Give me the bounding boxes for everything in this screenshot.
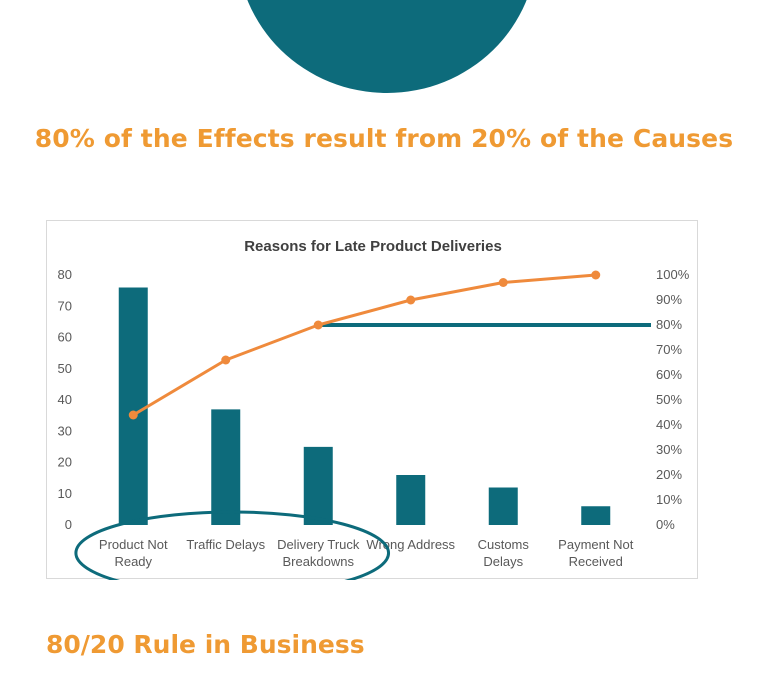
cumulative-line-group <box>128 270 601 420</box>
y-tick-label: 60 <box>58 330 72 345</box>
bar <box>396 475 426 525</box>
y2-tick-label: 50% <box>656 392 682 407</box>
headline: 80% of the Effects result from 20% of th… <box>34 124 734 153</box>
cumulative-point <box>128 410 138 420</box>
y2-tick-label: 100% <box>656 267 690 282</box>
x-tick-label: Payment Not Received <box>558 537 634 569</box>
y-tick-label: 40 <box>58 392 72 407</box>
cumulative-line <box>132 273 596 417</box>
y2-tick-label: 30% <box>656 442 682 457</box>
y-tick-label: 10 <box>58 486 72 501</box>
y2-tick-label: 20% <box>656 467 682 482</box>
section-title: 80/20 Rule in Business <box>46 630 365 659</box>
y-tick-label: 50 <box>58 361 72 376</box>
y2-tick-label: 90% <box>656 292 682 307</box>
y2-tick-label: 70% <box>656 342 682 357</box>
y2-tick-label: 40% <box>656 417 682 432</box>
y-tick-label: 80 <box>58 267 72 282</box>
y2-tick-label: 60% <box>656 367 682 382</box>
x-tick-label: Delivery Truck Breakdowns <box>277 537 360 569</box>
x-axis-labels: Product Not Ready Traffic Delays Delivery T… <box>99 537 634 569</box>
y-tick-label: 20 <box>58 455 72 470</box>
x-tick-label: Customs Delays <box>478 537 530 569</box>
bar <box>118 287 148 525</box>
y-tick-label: 30 <box>58 423 72 438</box>
chart-svg: Reasons for Late Product Deliveries 0 10 2… <box>58 238 690 580</box>
y2-tick-label: 10% <box>656 492 682 507</box>
cumulative-point <box>406 295 416 305</box>
bar <box>211 409 241 525</box>
pareto-chart: Reasons for Late Product Deliveries 0 10 2… <box>46 220 698 580</box>
bar <box>488 487 518 525</box>
cumulative-point <box>591 270 601 280</box>
y2-tick-label: 80% <box>656 317 682 332</box>
bar <box>303 446 333 525</box>
highlight-group <box>74 510 391 580</box>
highlight-ellipse <box>74 510 391 580</box>
cumulative-point <box>313 320 323 330</box>
y-tick-label: 70 <box>58 298 72 313</box>
chart-title: Reasons for Late Product Deliveries <box>244 238 502 255</box>
y2-tick-label: 0% <box>656 517 675 532</box>
x-tick-label: Product Not Ready <box>99 537 168 569</box>
y-axis-ticks: 0 10 20 30 40 50 60 70 80 <box>58 267 72 532</box>
bars <box>118 287 611 525</box>
x-tick-label: Traffic Delays <box>186 537 265 552</box>
cumulative-point <box>221 355 231 365</box>
y2-axis-ticks: 0% 10% 20% 30% 40% 50% 60% 70% 80% 90% 100% <box>656 267 690 532</box>
cumulative-point <box>498 278 508 287</box>
y-tick-label: 0 <box>65 517 72 532</box>
decorative-circle <box>237 0 537 93</box>
bar <box>581 506 611 525</box>
